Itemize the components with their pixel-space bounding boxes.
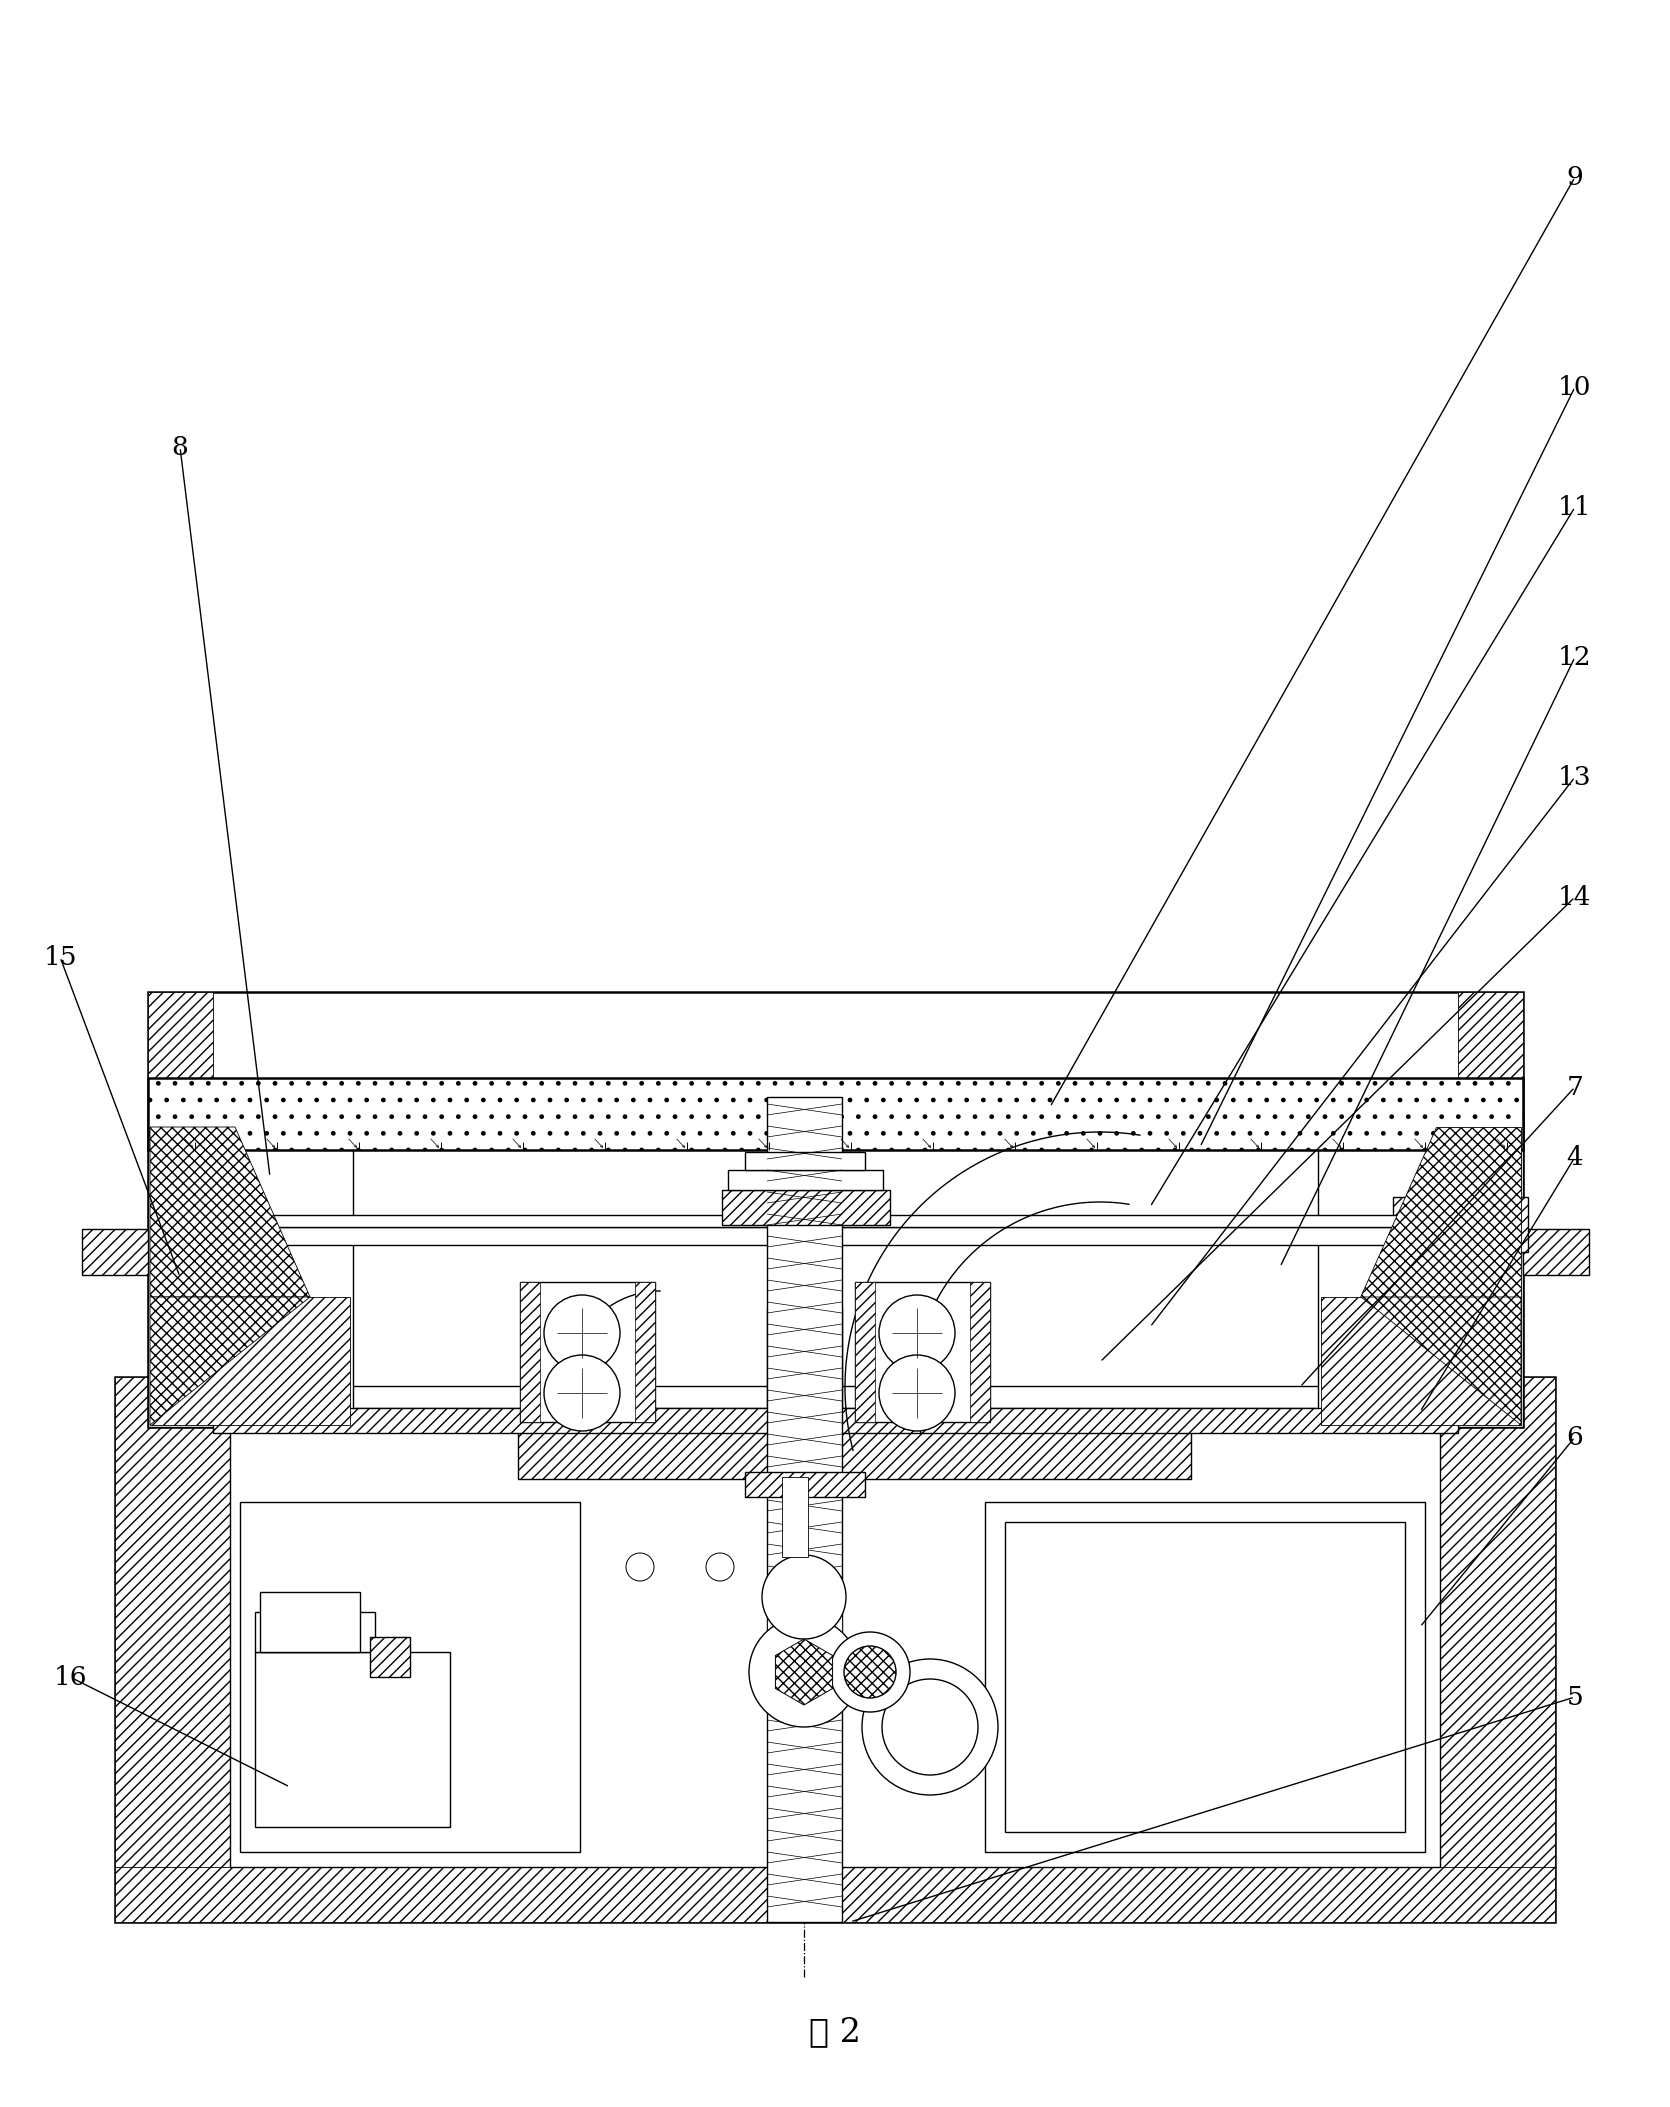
Bar: [115, 1867, 1555, 1922]
Circle shape: [830, 1633, 910, 1713]
Text: 10: 10: [1558, 375, 1592, 400]
Bar: [1523, 1228, 1588, 1275]
Bar: [518, 1424, 1191, 1479]
Bar: [519, 1281, 655, 1422]
Text: 4: 4: [1566, 1144, 1583, 1169]
Bar: [1440, 1378, 1555, 1922]
Bar: [214, 1386, 1458, 1407]
Bar: [519, 1281, 539, 1422]
Polygon shape: [775, 1639, 833, 1705]
Bar: [214, 1407, 1458, 1433]
Bar: [214, 1216, 1458, 1226]
Bar: [970, 1281, 990, 1422]
Text: 7: 7: [1566, 1075, 1583, 1100]
Bar: [371, 1637, 411, 1677]
Circle shape: [544, 1296, 620, 1372]
Circle shape: [750, 1616, 858, 1728]
Bar: [745, 1153, 865, 1169]
Bar: [635, 1281, 655, 1422]
Bar: [855, 1281, 875, 1422]
Circle shape: [762, 1555, 847, 1639]
Polygon shape: [1359, 1127, 1521, 1298]
Bar: [1458, 992, 1523, 1426]
Bar: [230, 1378, 1440, 1867]
Bar: [985, 1502, 1425, 1852]
Bar: [149, 992, 214, 1426]
Bar: [855, 1281, 990, 1422]
Bar: [767, 1098, 842, 1477]
Circle shape: [626, 1553, 655, 1580]
Circle shape: [862, 1658, 999, 1795]
Text: 13: 13: [1558, 765, 1592, 790]
Bar: [767, 1306, 842, 1922]
Circle shape: [706, 1553, 735, 1580]
Text: 12: 12: [1558, 645, 1592, 670]
Bar: [214, 1226, 1458, 1245]
Bar: [149, 1079, 1523, 1150]
Circle shape: [882, 1679, 979, 1774]
Bar: [1005, 1521, 1404, 1831]
Text: 6: 6: [1566, 1424, 1583, 1450]
Bar: [256, 1612, 376, 1652]
Circle shape: [878, 1296, 955, 1372]
Bar: [115, 1378, 1555, 1922]
Bar: [149, 992, 1523, 1426]
Bar: [767, 1584, 842, 1639]
Bar: [1393, 1197, 1528, 1252]
Text: 16: 16: [53, 1665, 87, 1690]
Text: 8: 8: [172, 434, 189, 459]
Bar: [214, 1087, 1458, 1386]
Text: 9: 9: [1566, 164, 1583, 190]
Polygon shape: [150, 1127, 311, 1298]
Text: 14: 14: [1558, 885, 1592, 910]
Polygon shape: [150, 1298, 311, 1424]
Bar: [745, 1473, 865, 1496]
Bar: [149, 1079, 1523, 1150]
Polygon shape: [1321, 1298, 1521, 1424]
Bar: [82, 1228, 149, 1275]
Circle shape: [878, 1355, 955, 1431]
Bar: [1393, 1087, 1458, 1386]
Circle shape: [843, 1646, 897, 1698]
Bar: [240, 1502, 579, 1852]
Bar: [214, 1087, 277, 1386]
Text: 图 2: 图 2: [808, 2016, 862, 2048]
Polygon shape: [1361, 1298, 1521, 1424]
Text: 11: 11: [1558, 495, 1592, 520]
Bar: [1318, 1117, 1523, 1426]
Polygon shape: [150, 1298, 351, 1424]
Bar: [261, 1593, 361, 1652]
Bar: [256, 1652, 449, 1827]
Bar: [728, 1169, 883, 1190]
Bar: [115, 1378, 230, 1922]
Bar: [782, 1477, 808, 1557]
Bar: [721, 1190, 890, 1224]
Text: 15: 15: [43, 944, 77, 969]
Bar: [149, 1117, 352, 1426]
Circle shape: [544, 1355, 620, 1431]
Text: 5: 5: [1566, 1683, 1583, 1709]
